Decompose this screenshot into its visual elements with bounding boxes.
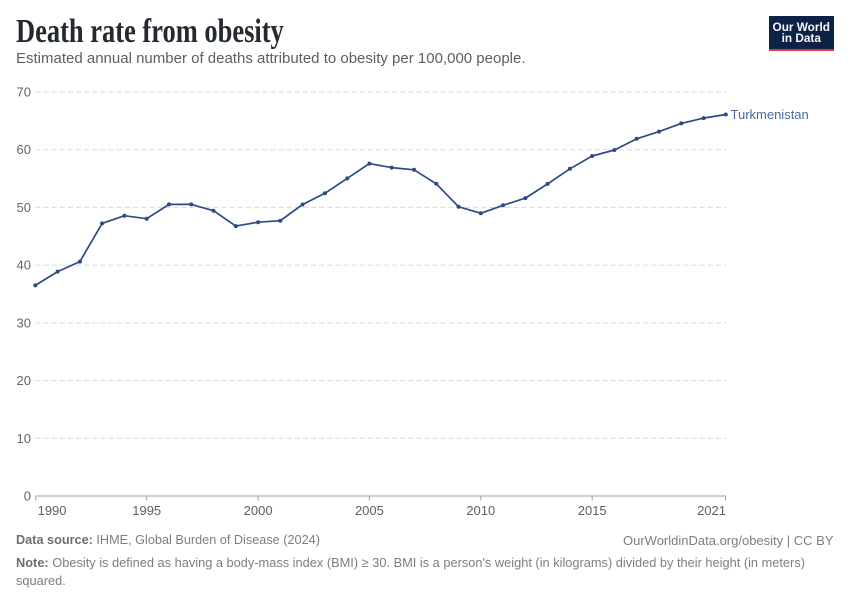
svg-text:0: 0 [24, 489, 31, 504]
svg-text:1995: 1995 [132, 503, 161, 518]
svg-text:2021: 2021 [697, 503, 726, 518]
svg-text:10: 10 [17, 431, 31, 446]
svg-text:Turkmenistan: Turkmenistan [731, 107, 809, 122]
svg-text:60: 60 [17, 142, 31, 157]
svg-text:50: 50 [17, 200, 31, 215]
svg-text:2010: 2010 [466, 503, 495, 518]
svg-text:70: 70 [17, 85, 31, 100]
svg-text:1990: 1990 [38, 503, 67, 518]
svg-text:2015: 2015 [578, 503, 607, 518]
svg-text:20: 20 [17, 373, 31, 388]
svg-text:2000: 2000 [244, 503, 273, 518]
svg-text:40: 40 [17, 258, 31, 273]
svg-text:2005: 2005 [355, 503, 384, 518]
svg-text:30: 30 [17, 315, 31, 330]
